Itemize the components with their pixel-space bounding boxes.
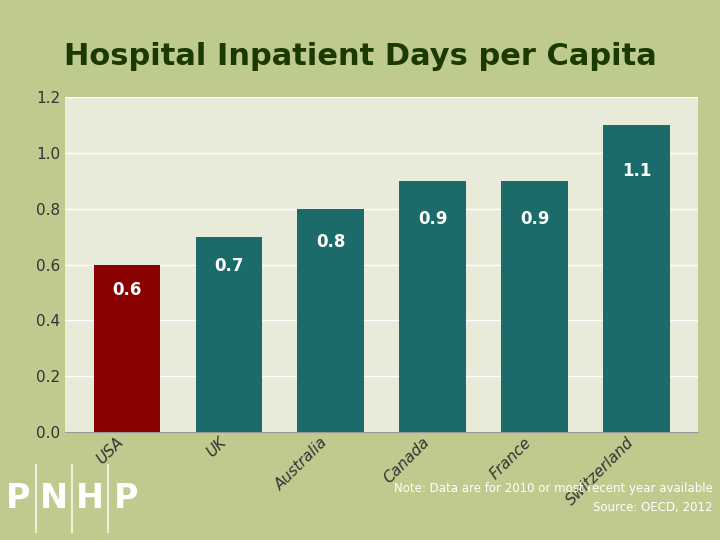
Text: 1.1: 1.1 (622, 162, 651, 180)
Bar (196, 237, 262, 432)
Text: H: H (76, 482, 104, 515)
Text: 0.7: 0.7 (214, 257, 243, 275)
Text: P: P (114, 482, 138, 515)
Text: Hospital Inpatient Days per Capita: Hospital Inpatient Days per Capita (63, 42, 657, 71)
Bar (94, 265, 160, 432)
Text: N: N (40, 482, 68, 515)
Text: 0.8: 0.8 (316, 233, 346, 251)
Bar (603, 125, 670, 432)
Text: 0.9: 0.9 (418, 210, 447, 227)
Text: P: P (6, 482, 30, 515)
Text: 0.6: 0.6 (112, 281, 141, 299)
Bar (297, 209, 364, 432)
Text: 0.9: 0.9 (520, 210, 549, 227)
Bar (501, 181, 567, 432)
Text: Note: Data are for 2010 or most recent year available
Source: OECD, 2012: Note: Data are for 2010 or most recent y… (394, 482, 713, 514)
Bar (400, 181, 466, 432)
